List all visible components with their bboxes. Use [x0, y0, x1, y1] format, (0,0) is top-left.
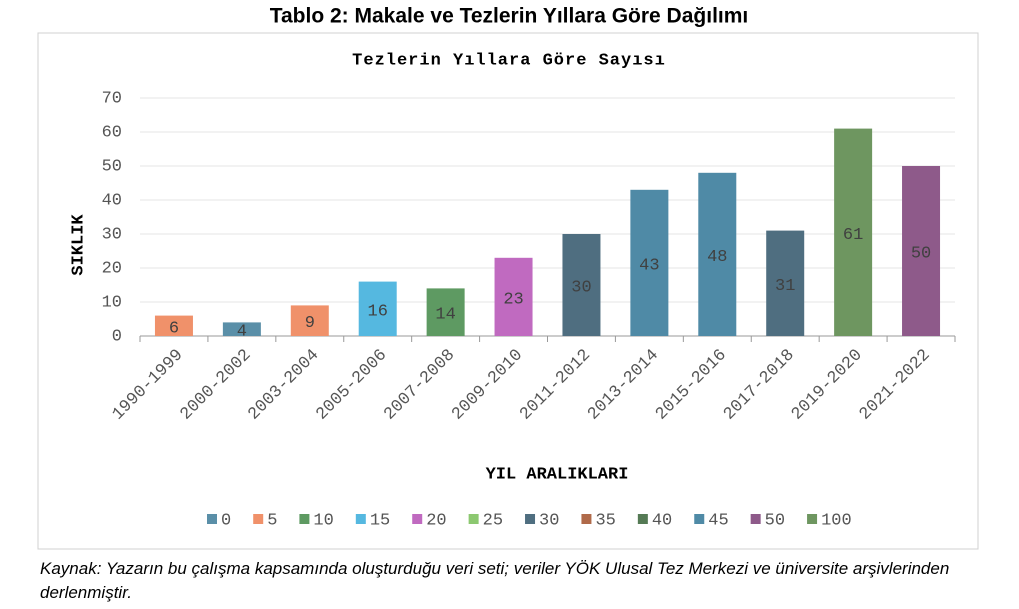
data-label: 48: [707, 248, 727, 267]
x-tick-label: 2009-2010: [449, 346, 527, 424]
y-tick-label: 70: [102, 89, 122, 108]
x-tick-label: 2021-2022: [856, 346, 934, 424]
legend-label: 0: [221, 511, 231, 530]
y-tick-label: 10: [102, 293, 122, 312]
data-label: 4: [237, 323, 247, 342]
bar: [766, 230, 805, 336]
legend-label: 35: [595, 511, 615, 530]
legend-swatch: [581, 514, 592, 524]
bar: [834, 128, 873, 336]
legend-label: 50: [765, 511, 785, 530]
legend-swatch: [355, 514, 366, 524]
bar: [562, 234, 601, 336]
legend-swatch: [468, 514, 479, 524]
x-tick-label: 2011-2012: [517, 346, 595, 424]
chart: Tablo 2: Makale ve Tezlerin Yıllara Göre…: [37, 5, 979, 550]
caption: Kaynak: Yazarın bu çalışma kapsamında ol…: [40, 559, 950, 602]
legend-label: 25: [483, 511, 503, 530]
x-tick-label: 2003-2004: [245, 346, 323, 424]
bar: [902, 166, 941, 336]
legend-swatch: [694, 514, 705, 524]
bar: [358, 281, 397, 336]
bar: [630, 189, 669, 336]
heading: Tablo 2: Makale ve Tezlerin Yıllara Göre…: [270, 5, 749, 28]
legend-swatch: [253, 514, 264, 524]
x-tick-label: 2017-2018: [720, 346, 798, 424]
bar: [698, 172, 737, 336]
x-axis-title: YIL ARALIKLARI: [486, 465, 629, 484]
data-label: 14: [435, 306, 455, 325]
data-label: 61: [843, 226, 863, 245]
legend-label: 100: [821, 511, 852, 530]
y-tick-label: 40: [102, 191, 122, 210]
y-tick-label: 20: [102, 259, 122, 278]
bar: [290, 305, 329, 336]
bar: [222, 322, 261, 336]
legend-label: 15: [370, 511, 390, 530]
bar: [154, 315, 193, 336]
x-tick-label: 2005-2006: [313, 346, 391, 424]
x-tick-label: 2019-2020: [788, 346, 866, 424]
legend-label: 10: [313, 511, 333, 530]
data-label: 30: [571, 278, 591, 297]
chart-frame: [37, 32, 979, 550]
legend-label: 45: [708, 511, 728, 530]
legend-label: 5: [267, 511, 277, 530]
data-label: 16: [368, 302, 388, 321]
data-label: 23: [503, 290, 523, 309]
data-label: 43: [639, 256, 659, 275]
y-tick-label: 30: [102, 225, 122, 244]
y-axis-title: SIKLIK: [69, 214, 88, 276]
legend-swatch: [299, 514, 310, 524]
data-label: 6: [169, 319, 179, 338]
x-tick-label: 2007-2008: [381, 346, 459, 424]
legend-swatch: [807, 514, 818, 524]
bar: [494, 257, 533, 336]
data-label: 9: [305, 314, 315, 333]
x-tick-label: 2013-2014: [584, 346, 662, 424]
bar: [426, 288, 465, 336]
x-tick-label: 2015-2016: [652, 346, 730, 424]
x-tick-label: 1990-1999: [109, 346, 187, 424]
legend-label: 30: [539, 511, 559, 530]
data-label: 50: [911, 244, 931, 263]
legend-swatch: [525, 514, 536, 524]
x-tick-label: 2000-2002: [177, 346, 255, 424]
legend-swatch: [750, 514, 761, 524]
y-tick-label: 60: [102, 123, 122, 142]
legend-swatch: [637, 514, 648, 524]
data-label: 31: [775, 277, 795, 296]
legend-swatch: [207, 514, 217, 524]
y-tick-label: 0: [112, 327, 122, 346]
legend-label: 40: [652, 511, 672, 530]
legend-label: 20: [426, 511, 446, 530]
chart-title: Tezlerin Yıllara Göre Sayısı: [352, 51, 666, 70]
y-tick-label: 50: [102, 157, 122, 176]
legend-swatch: [412, 514, 423, 524]
